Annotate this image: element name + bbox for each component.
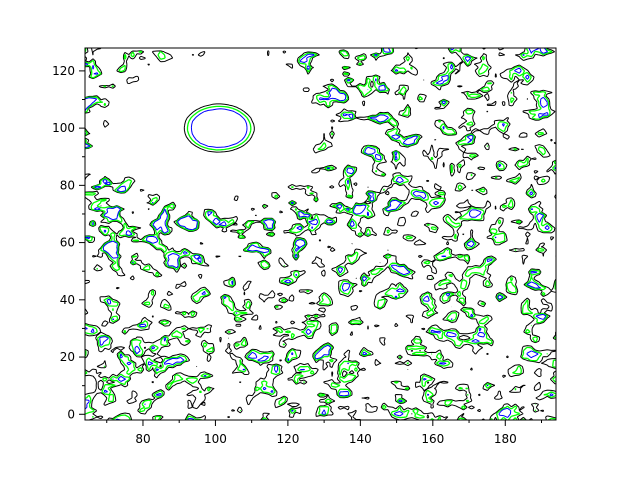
x-tick-label: 140 bbox=[349, 432, 372, 446]
y-tick-label: 20 bbox=[60, 350, 75, 364]
y-tick-label: 100 bbox=[52, 121, 75, 135]
x-tick-label: 180 bbox=[494, 432, 517, 446]
x-tick-label: 100 bbox=[204, 432, 227, 446]
x-tick-label: 160 bbox=[421, 432, 444, 446]
y-tick-label: 60 bbox=[60, 236, 75, 250]
x-axis: 80 100 120 140 160 180 bbox=[106, 420, 543, 446]
y-tick-label: 80 bbox=[60, 178, 75, 192]
y-tick-label: 120 bbox=[52, 64, 75, 78]
contour-lines bbox=[85, 48, 556, 420]
x-tick-label: 80 bbox=[135, 432, 150, 446]
y-tick-label: 0 bbox=[67, 407, 75, 421]
contour-level-green bbox=[85, 48, 556, 420]
y-tick-label: 40 bbox=[60, 293, 75, 307]
y-axis: 0 20 40 60 80 100 120 bbox=[52, 64, 85, 421]
plot-frame bbox=[84, 47, 557, 421]
x-tick-label: 120 bbox=[276, 432, 299, 446]
